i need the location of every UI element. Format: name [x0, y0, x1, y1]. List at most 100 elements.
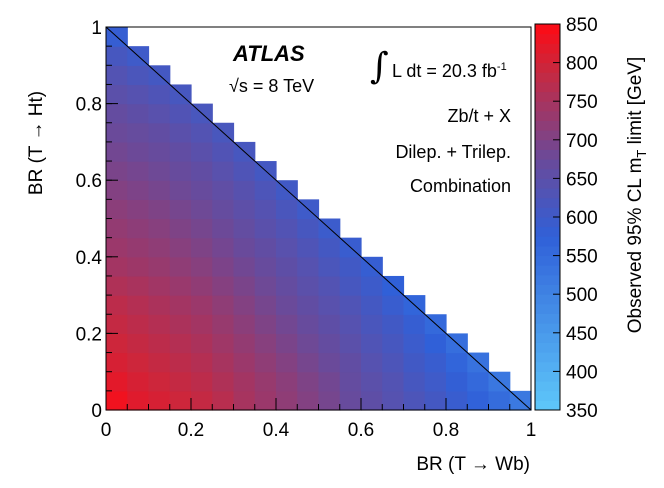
- heatmap-cell: [276, 275, 298, 296]
- heatmap-cell: [318, 333, 341, 354]
- x-tick-label: 0: [101, 420, 112, 441]
- luminosity-text: L dt = 20.3 fb: [392, 61, 497, 81]
- heatmap-cell: [212, 218, 235, 239]
- colorbar-tick-label: 700: [566, 131, 598, 152]
- heatmap-cell: [191, 275, 213, 296]
- colorbar-band: [535, 159, 560, 170]
- heatmap-cell: [169, 275, 192, 296]
- heatmap-cell: [106, 352, 128, 373]
- heatmap-cell: [169, 256, 192, 277]
- colorbar-band: [535, 178, 560, 189]
- heatmap-cell: [254, 352, 277, 373]
- colorbar-band: [535, 217, 560, 228]
- colorbar-title-suffix: limit [GeV]: [625, 57, 646, 150]
- colorbar-band: [535, 110, 560, 121]
- colorbar-band: [535, 284, 560, 295]
- heatmap-cell: [191, 333, 213, 354]
- heatmap-cell: [148, 180, 171, 200]
- heatmap-cell: [212, 295, 235, 315]
- energy-label: √s = 8 TeV: [229, 76, 314, 96]
- heatmap-cell: [254, 390, 277, 411]
- colorbar: [534, 23, 561, 411]
- heatmap-cell: [382, 295, 405, 315]
- heatmap-cell: [169, 371, 192, 392]
- y-axis-ticks: 0 0.2 0.4 0.6 0.8 1: [76, 18, 118, 422]
- heatmap-cell: [106, 256, 128, 277]
- colorbar-band: [535, 303, 560, 314]
- heatmap-cell: [446, 371, 468, 392]
- heatmap-cell: [169, 352, 192, 373]
- heatmap-cell: [106, 237, 128, 258]
- heatmap-cell: [106, 46, 128, 66]
- heatmap-cell: [169, 122, 192, 143]
- heatmap-cell: [276, 237, 298, 258]
- heatmap-cell: [212, 333, 235, 354]
- colorbar-band: [535, 72, 560, 83]
- colorbar-band: [535, 342, 560, 353]
- heatmap-cell: [254, 333, 277, 354]
- heatmap-cell: [191, 295, 213, 315]
- heatmap-cell: [318, 390, 341, 411]
- colorbar-tick-label: 750: [566, 92, 598, 113]
- heatmap-cell: [148, 199, 171, 220]
- heatmap-cell: [127, 371, 150, 392]
- heatmap-cell: [106, 295, 128, 315]
- heatmap-cell: [148, 390, 171, 411]
- heatmap-cell: [191, 390, 213, 411]
- heatmap-cell: [297, 218, 320, 239]
- heatmap-cell: [127, 180, 150, 200]
- heatmap-cell: [148, 84, 171, 105]
- heatmap-cell: [191, 314, 213, 334]
- heatmap-cell: [318, 295, 341, 315]
- heatmap-cell: [212, 199, 235, 220]
- colorbar-band: [535, 91, 560, 102]
- heatmap-cell: [361, 390, 383, 411]
- heatmap-cell: [318, 256, 341, 277]
- heatmap-cell: [127, 390, 150, 411]
- colorbar-band: [535, 245, 560, 257]
- heatmap-cell: [169, 295, 192, 315]
- y-axis-title: BR (T → Ht): [26, 91, 47, 195]
- heatmap-cell: [127, 122, 150, 143]
- heatmap-cell: [254, 180, 277, 200]
- heatmap-cell: [212, 161, 235, 181]
- colorbar-title: Observed 95% CL mT limit [GeV]: [625, 57, 649, 334]
- heatmap-cell: [254, 371, 277, 392]
- heatmap-cell: [424, 333, 447, 354]
- heatmap-cell: [382, 314, 405, 334]
- heatmap-cell: [106, 103, 128, 124]
- heatmap-cell: [127, 199, 150, 220]
- heatmap-cell: [424, 390, 447, 411]
- heatmap-cell: [254, 314, 277, 334]
- heatmap-cell: [106, 65, 128, 86]
- heatmap-cell: [233, 275, 256, 296]
- heatmap-cell: [169, 161, 192, 181]
- heatmap-cell: [148, 333, 171, 354]
- heatmap-cell: [254, 199, 277, 220]
- heatmap-cell: [212, 390, 235, 411]
- heatmap-cell: [233, 371, 256, 392]
- heatmap-cell: [233, 295, 256, 315]
- x-tick-label: 0.6: [348, 420, 374, 441]
- heatmap-cell: [276, 390, 298, 411]
- combination-label: Combination: [410, 176, 511, 196]
- colorbar-tick-label: 450: [566, 324, 598, 345]
- heatmap-cell: [191, 256, 213, 277]
- heatmap-cell: [127, 141, 150, 162]
- heatmap-cell: [127, 352, 150, 373]
- heatmap-cell: [212, 275, 235, 296]
- heatmap-cell: [403, 333, 426, 354]
- selection-label: Dilep. + Trilep.: [395, 142, 511, 162]
- colorbar-title-prefix: Observed 95% CL m: [625, 158, 646, 334]
- heatmap-cell: [191, 122, 213, 143]
- heatmap-cell: [467, 371, 490, 392]
- colorbar-band: [535, 255, 560, 266]
- heatmap-cell: [191, 371, 213, 392]
- colorbar-band: [535, 120, 560, 131]
- colorbar-tick-label: 650: [566, 169, 598, 190]
- heatmap-cell: [169, 141, 192, 162]
- colorbar-band: [535, 323, 560, 334]
- heatmap-cell: [148, 256, 171, 277]
- heatmap-cell: [276, 218, 298, 239]
- heatmap-cell: [403, 314, 426, 334]
